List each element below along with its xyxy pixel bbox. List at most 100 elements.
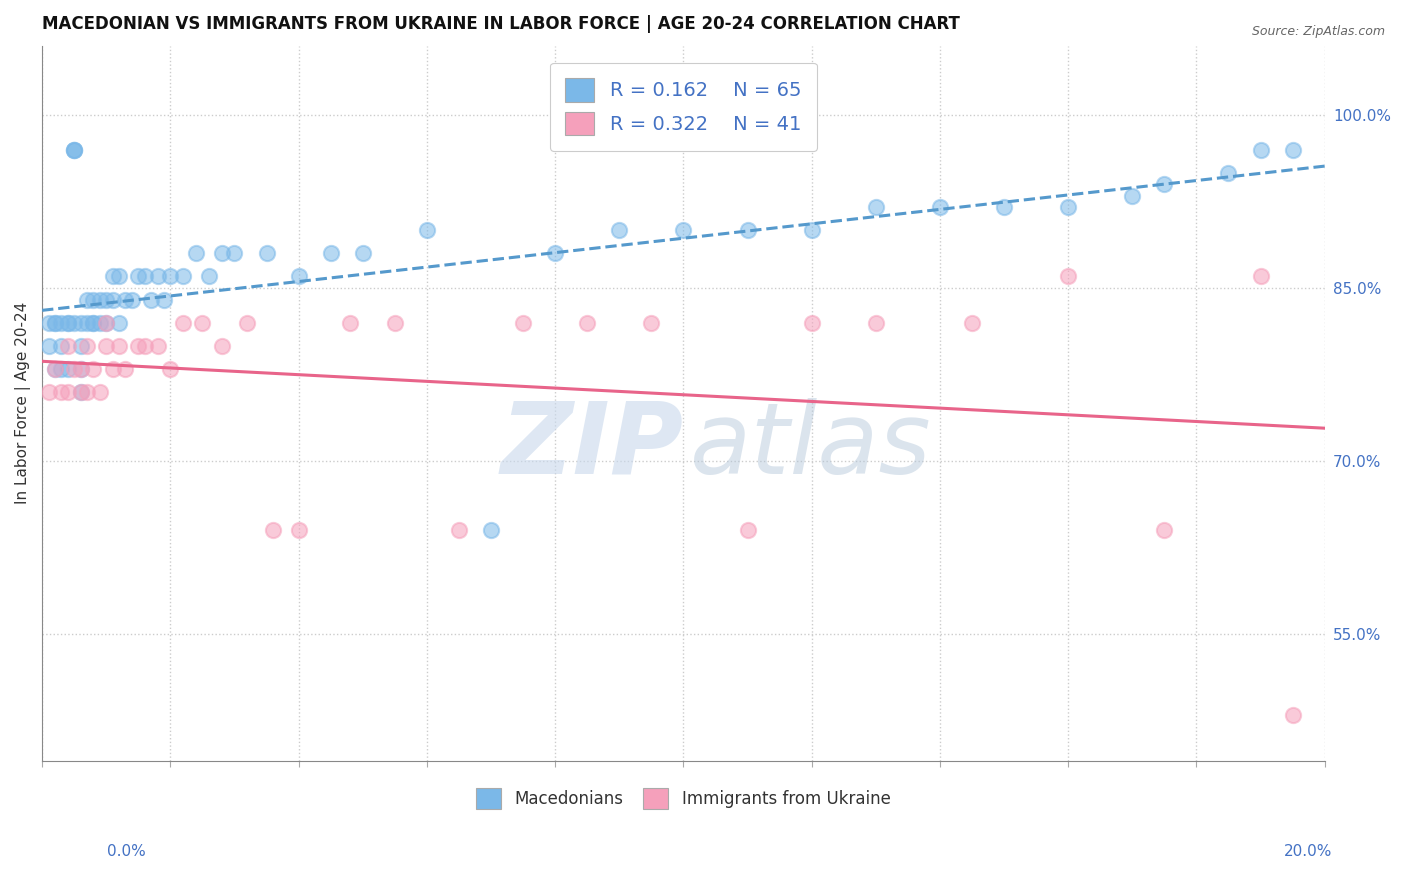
Point xyxy=(1121,188,1143,202)
Point xyxy=(96,316,118,330)
Point xyxy=(146,339,169,353)
Point xyxy=(108,269,131,284)
Point xyxy=(101,269,124,284)
Point xyxy=(114,361,136,376)
Point xyxy=(262,524,284,538)
Point xyxy=(287,524,309,538)
Point xyxy=(172,316,194,330)
Point xyxy=(63,143,86,157)
Text: Source: ZipAtlas.com: Source: ZipAtlas.com xyxy=(1251,25,1385,38)
Point xyxy=(672,223,695,237)
Point xyxy=(127,339,149,353)
Point xyxy=(184,246,207,260)
Point xyxy=(44,361,66,376)
Point xyxy=(69,361,91,376)
Point xyxy=(211,339,233,353)
Point xyxy=(56,316,79,330)
Point xyxy=(56,339,79,353)
Point xyxy=(865,200,887,214)
Point xyxy=(319,246,342,260)
Point xyxy=(134,339,156,353)
Point xyxy=(56,384,79,399)
Point xyxy=(1218,165,1240,179)
Point xyxy=(576,316,599,330)
Point xyxy=(159,269,181,284)
Point xyxy=(51,339,73,353)
Point xyxy=(993,200,1015,214)
Point xyxy=(69,361,91,376)
Point xyxy=(76,293,98,307)
Point xyxy=(211,246,233,260)
Point xyxy=(416,223,439,237)
Point xyxy=(114,293,136,307)
Point xyxy=(51,361,73,376)
Point xyxy=(339,316,361,330)
Point xyxy=(1153,524,1175,538)
Point xyxy=(108,339,131,353)
Text: MACEDONIAN VS IMMIGRANTS FROM UKRAINE IN LABOR FORCE | AGE 20-24 CORRELATION CHA: MACEDONIAN VS IMMIGRANTS FROM UKRAINE IN… xyxy=(42,15,960,33)
Point xyxy=(640,316,662,330)
Point xyxy=(1057,269,1080,284)
Point xyxy=(51,384,73,399)
Point xyxy=(69,384,91,399)
Point xyxy=(800,316,823,330)
Point xyxy=(479,524,502,538)
Point xyxy=(89,316,111,330)
Point xyxy=(63,143,86,157)
Point xyxy=(236,316,259,330)
Text: 20.0%: 20.0% xyxy=(1284,845,1331,859)
Point xyxy=(63,361,86,376)
Point xyxy=(737,223,759,237)
Point xyxy=(96,339,118,353)
Point xyxy=(256,246,278,260)
Point xyxy=(76,316,98,330)
Point xyxy=(737,524,759,538)
Point xyxy=(865,316,887,330)
Point xyxy=(82,361,104,376)
Point xyxy=(101,361,124,376)
Point xyxy=(38,316,60,330)
Point xyxy=(101,293,124,307)
Legend: Macedonians, Immigrants from Ukraine: Macedonians, Immigrants from Ukraine xyxy=(468,780,898,817)
Point xyxy=(198,269,221,284)
Point xyxy=(108,316,131,330)
Point xyxy=(82,316,104,330)
Point xyxy=(56,316,79,330)
Point xyxy=(89,293,111,307)
Point xyxy=(96,293,118,307)
Point xyxy=(96,316,118,330)
Point xyxy=(69,384,91,399)
Point xyxy=(352,246,374,260)
Point xyxy=(127,269,149,284)
Point xyxy=(76,339,98,353)
Point xyxy=(146,269,169,284)
Y-axis label: In Labor Force | Age 20-24: In Labor Force | Age 20-24 xyxy=(15,302,31,505)
Point xyxy=(1250,143,1272,157)
Point xyxy=(1281,143,1303,157)
Point xyxy=(172,269,194,284)
Point xyxy=(44,316,66,330)
Point xyxy=(38,384,60,399)
Point xyxy=(69,339,91,353)
Point xyxy=(224,246,246,260)
Point xyxy=(76,384,98,399)
Text: atlas: atlas xyxy=(690,398,931,495)
Text: ZIP: ZIP xyxy=(501,398,683,495)
Point xyxy=(287,269,309,284)
Point xyxy=(544,246,567,260)
Point xyxy=(51,316,73,330)
Point xyxy=(191,316,214,330)
Point xyxy=(44,316,66,330)
Point xyxy=(134,269,156,284)
Point xyxy=(63,143,86,157)
Text: 0.0%: 0.0% xyxy=(107,845,146,859)
Point xyxy=(63,316,86,330)
Point xyxy=(447,524,470,538)
Point xyxy=(1281,707,1303,722)
Point xyxy=(82,316,104,330)
Point xyxy=(1057,200,1080,214)
Point xyxy=(1153,177,1175,191)
Point xyxy=(44,361,66,376)
Point xyxy=(82,293,104,307)
Point xyxy=(159,361,181,376)
